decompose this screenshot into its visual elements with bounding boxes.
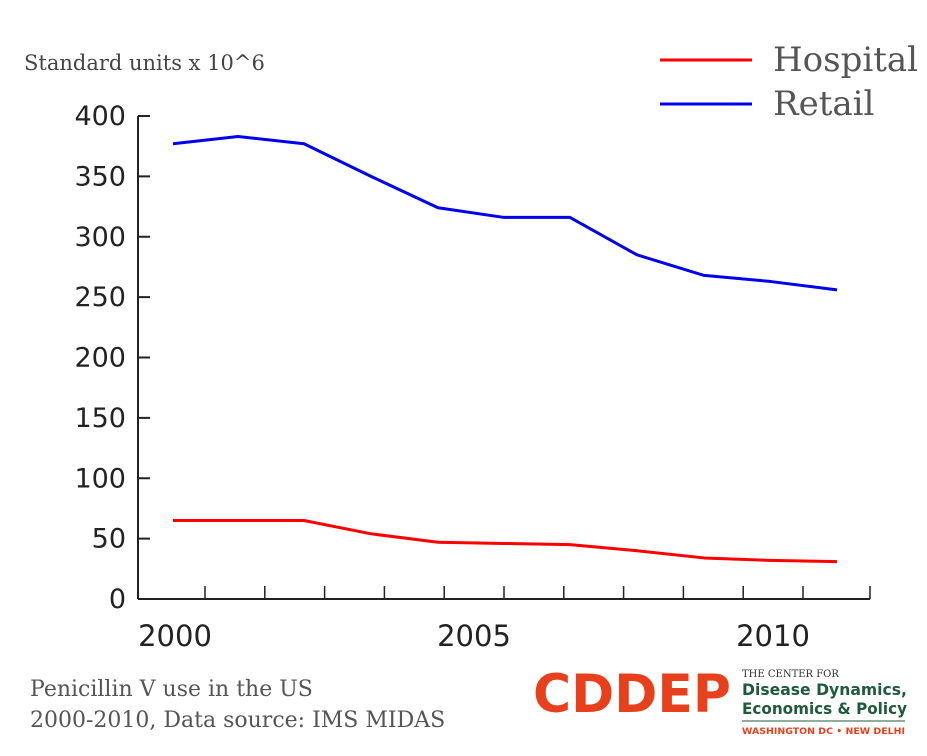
caption-line-2: 2000-2010, Data source: IMS MIDAS bbox=[30, 708, 445, 733]
y-tick-label: 300 bbox=[74, 222, 126, 253]
y-tick-label: 400 bbox=[74, 101, 126, 132]
legend-label-retail: Retail bbox=[773, 84, 874, 124]
logo-line-1: Disease Dynamics, bbox=[742, 680, 907, 699]
logo-cities: WASHINGTON DC • NEW DELHI bbox=[742, 727, 905, 737]
caption-line-1: Penicillin V use in the US bbox=[30, 677, 313, 702]
y-tick-label: 150 bbox=[74, 403, 126, 434]
x-ticks: 2000 2005 2010 bbox=[138, 586, 871, 653]
cddep-logo: CDDEP THE CENTER FOR Disease Dynamics, E… bbox=[533, 664, 908, 737]
y-tick-label: 0 bbox=[109, 584, 126, 615]
y-tick-label: 200 bbox=[74, 343, 126, 374]
series-line-hospital bbox=[173, 519, 838, 564]
logo-acronym: CDDEP bbox=[533, 664, 731, 725]
x-tick-label: 2005 bbox=[437, 619, 511, 653]
y-tick-label: 250 bbox=[74, 282, 126, 313]
logo-small-text: THE CENTER FOR bbox=[742, 669, 839, 680]
y-ticks: 0 50 100 150 200 250 300 350 400 bbox=[74, 101, 150, 615]
axes bbox=[137, 116, 870, 600]
y-tick-label: 100 bbox=[74, 463, 126, 494]
x-tick-label: 2010 bbox=[736, 619, 810, 653]
series-line-retail bbox=[172, 135, 838, 292]
legend-label-hospital: Hospital bbox=[773, 40, 918, 80]
y-tick-label: 50 bbox=[92, 524, 126, 555]
y-tick-label: 350 bbox=[74, 161, 126, 192]
series-lines bbox=[172, 135, 838, 564]
logo-line-2: Economics & Policy bbox=[742, 699, 908, 718]
x-tick-label: 2000 bbox=[138, 619, 212, 653]
y-axis-label: Standard units x 10^6 bbox=[24, 51, 265, 75]
